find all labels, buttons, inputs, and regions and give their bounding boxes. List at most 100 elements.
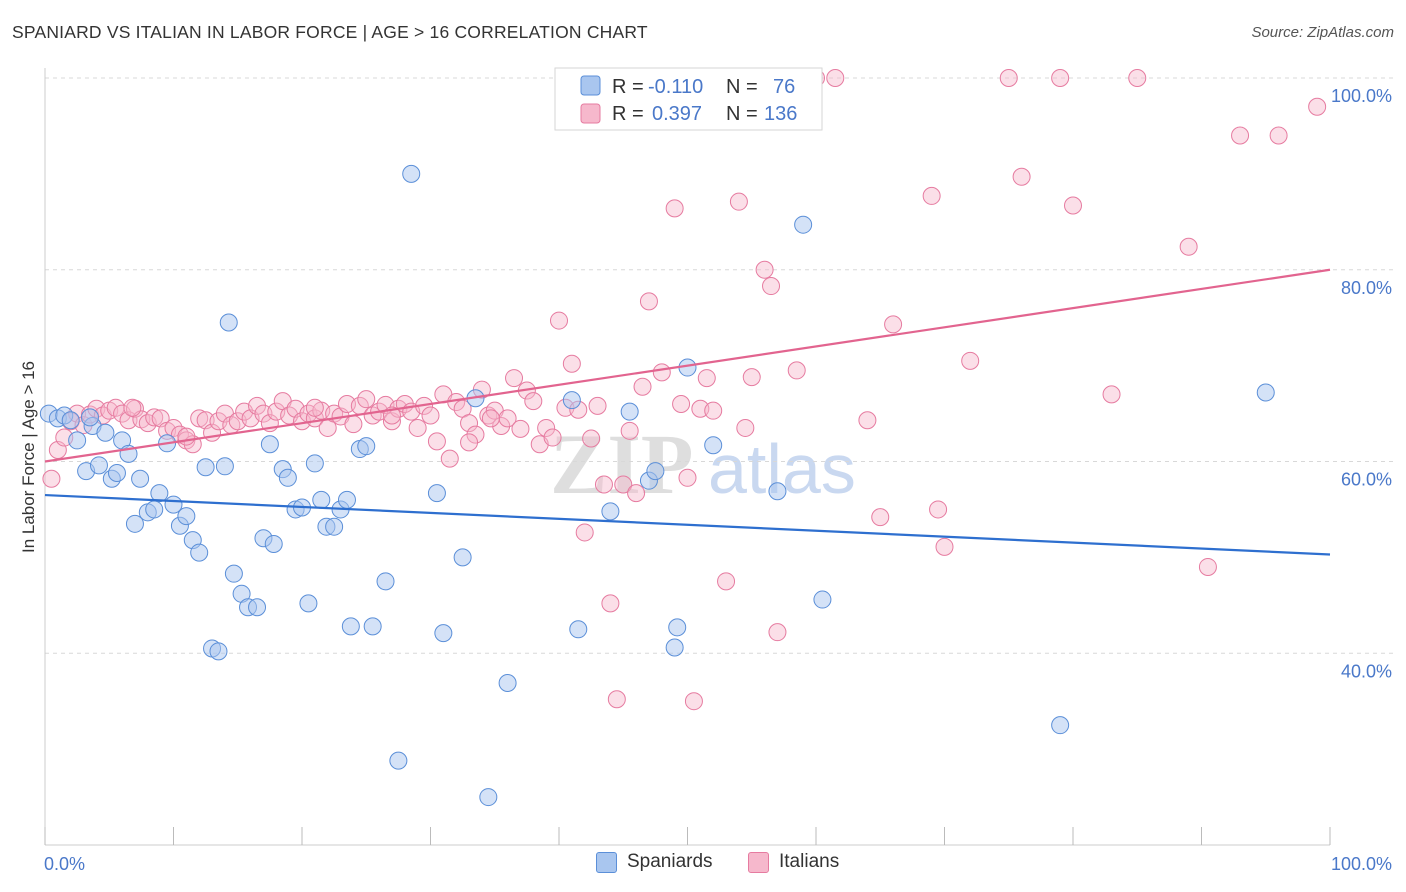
- italians-point: [42, 469, 61, 488]
- watermark: ZIP atlas: [550, 416, 856, 512]
- italians-swatch: [748, 851, 769, 873]
- italians-point: [935, 537, 954, 556]
- spaniards-point: [646, 462, 665, 481]
- spaniards-point: [498, 673, 517, 692]
- italians-point: [755, 260, 774, 279]
- spaniards-legend-label: Spaniards: [627, 851, 713, 872]
- spaniards-point: [264, 534, 283, 553]
- spaniards-point: [125, 514, 144, 533]
- spaniards-point: [219, 313, 238, 332]
- legend-swatch-italians: [580, 103, 601, 124]
- italians-point: [543, 428, 562, 447]
- spaniards-point: [794, 215, 813, 234]
- italians-point: [1102, 385, 1121, 404]
- spaniards-point: [209, 642, 228, 661]
- italians-point: [601, 594, 620, 613]
- spaniards-point: [260, 435, 279, 454]
- italians-point: [1128, 69, 1147, 87]
- italians-point: [717, 572, 736, 591]
- italians-point: [1308, 97, 1327, 116]
- italians-point: [524, 392, 543, 411]
- spaniards-point: [61, 411, 80, 430]
- legend-r-label-1: R =: [612, 76, 644, 98]
- x-tick-label-start: 0.0%: [44, 854, 85, 874]
- gridlines: [45, 77, 1395, 654]
- spaniards-point: [434, 624, 453, 643]
- italians-point: [344, 415, 363, 434]
- chart-title: SPANIARD VS ITALIAN IN LABOR FORCE | AGE…: [12, 22, 648, 42]
- italians-point: [736, 418, 755, 437]
- spaniards-point: [1256, 383, 1275, 402]
- tick-labels: 40.0% 60.0% 80.0% 100.0% 0.0% 100.0%: [44, 86, 1392, 874]
- italians-point: [633, 377, 652, 396]
- spaniards-swatch: [596, 851, 617, 873]
- y-axis-title: In Labor Force | Age > 16: [19, 361, 38, 553]
- italians-point: [627, 484, 646, 503]
- spaniards-point: [402, 164, 421, 183]
- spaniards-point: [341, 617, 360, 636]
- spaniards-point: [325, 517, 344, 536]
- italians-point: [742, 368, 761, 387]
- axes: [44, 68, 1331, 846]
- spaniards-trend-line: [44, 493, 1331, 556]
- spaniards-point: [145, 500, 164, 519]
- y-tick-label: 80.0%: [1341, 278, 1392, 298]
- italians-point: [704, 401, 723, 420]
- italians-point: [177, 427, 196, 446]
- spaniards-point: [96, 423, 115, 442]
- italians-point: [562, 354, 581, 373]
- italians-point: [421, 406, 440, 425]
- spaniards-point: [196, 458, 215, 477]
- legend-r-label-2: R =: [612, 103, 644, 125]
- spaniards-point: [357, 437, 376, 456]
- spaniards-point: [312, 490, 331, 509]
- italians-point: [826, 69, 845, 87]
- spaniards-point: [389, 751, 408, 770]
- spaniards-point: [813, 590, 832, 609]
- italians-point: [460, 414, 479, 433]
- italians-point: [492, 417, 511, 436]
- italians-series: [42, 69, 1327, 711]
- italians-point: [684, 692, 703, 711]
- spaniards-point: [80, 408, 99, 427]
- spaniards-point: [569, 620, 588, 639]
- italians-point: [408, 418, 427, 437]
- italians-point: [164, 418, 183, 437]
- y-tick-label: 100.0%: [1331, 86, 1392, 106]
- legend-n-value-2: 136: [764, 103, 797, 125]
- italians-point: [729, 192, 748, 211]
- italians-point: [466, 425, 485, 444]
- italians-point: [511, 419, 530, 438]
- legend-r-value-1: -0.110: [648, 76, 703, 98]
- italians-point: [427, 432, 446, 451]
- italians-point: [1012, 167, 1031, 186]
- spaniards-point: [278, 468, 297, 487]
- italians-point: [999, 69, 1018, 87]
- spaniards-point: [190, 543, 209, 562]
- spaniards-point: [453, 548, 472, 567]
- spaniards-point: [427, 484, 446, 503]
- italians-point: [481, 409, 500, 428]
- italians-point: [588, 396, 607, 415]
- spaniards-point: [68, 431, 87, 450]
- italians-point: [550, 311, 568, 330]
- spaniards-point: [363, 617, 382, 636]
- spaniards-point: [1051, 716, 1070, 735]
- italians-point: [620, 421, 639, 440]
- italians-point: [357, 390, 376, 409]
- italians-point: [145, 408, 164, 427]
- legend-box: R = -0.110 N = 76 R = 0.397 N = 136: [554, 67, 823, 131]
- italians-point: [929, 500, 948, 519]
- italians-point: [505, 369, 524, 388]
- italians-point: [1179, 237, 1198, 256]
- italians-point: [1051, 69, 1070, 87]
- legend-swatch-spaniards: [580, 75, 601, 96]
- italians-point: [190, 409, 209, 428]
- spaniards-point: [620, 402, 639, 421]
- italians-point: [678, 468, 697, 487]
- italians-point: [607, 690, 626, 709]
- italians-point: [672, 394, 691, 413]
- spaniards-point: [299, 594, 318, 613]
- spaniards-point: [337, 490, 356, 509]
